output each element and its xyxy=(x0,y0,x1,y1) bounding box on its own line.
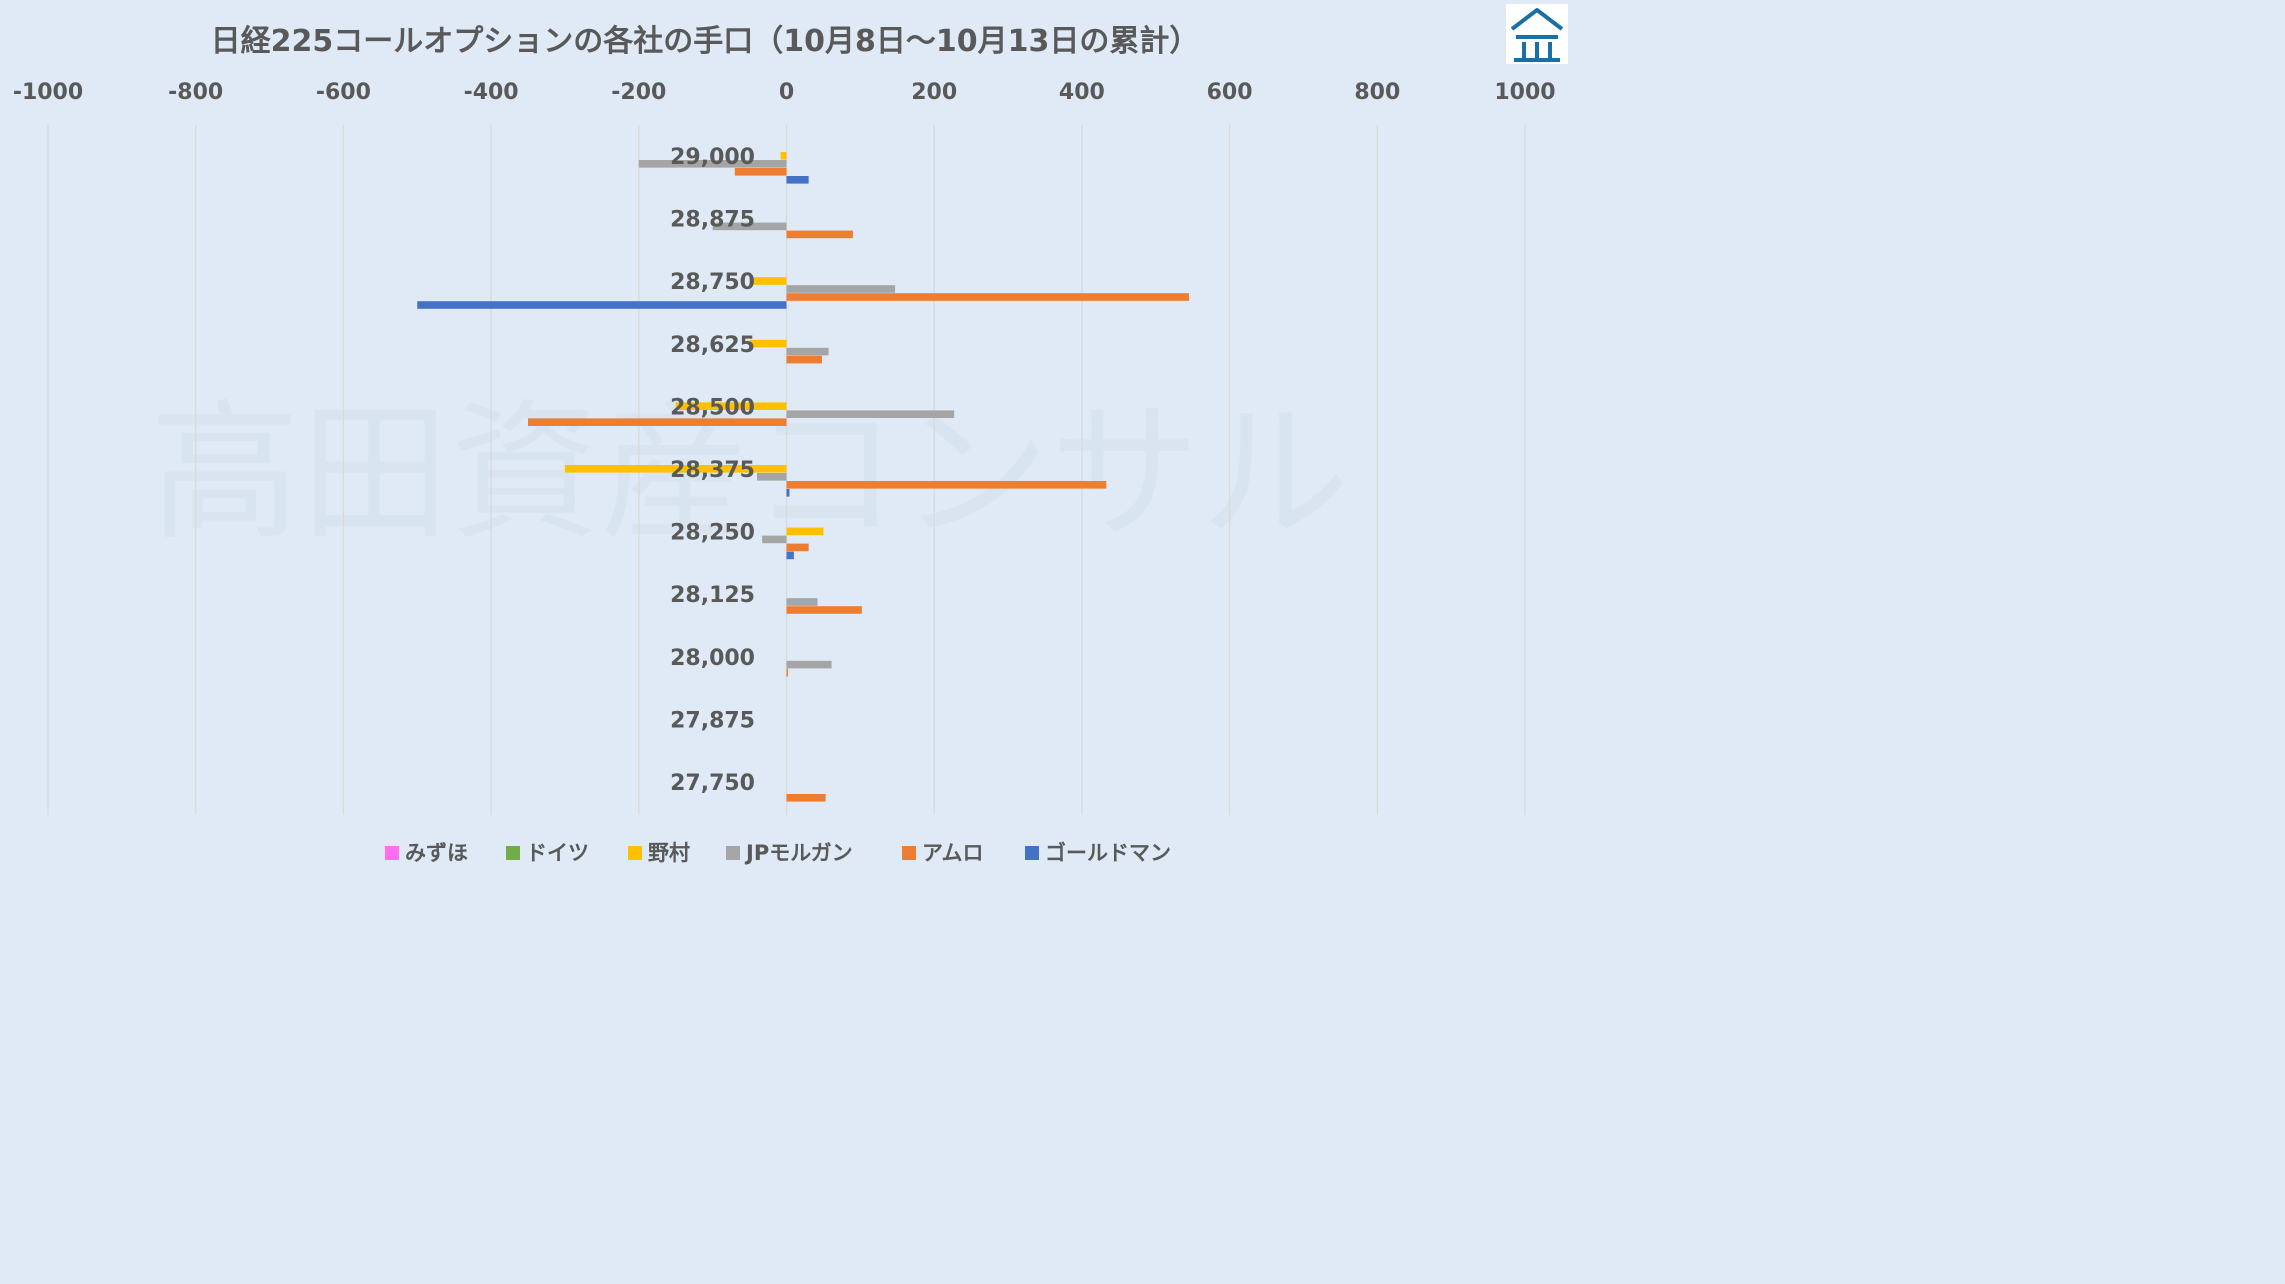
category-label: 28,375 xyxy=(670,458,755,483)
x-tick-label: -600 xyxy=(316,80,371,105)
legend-label: ドイツ xyxy=(526,841,589,865)
bar-野村-29,000 xyxy=(780,152,787,160)
category-label: 28,500 xyxy=(670,395,755,420)
bar-アムロ-28,875 xyxy=(786,230,853,239)
legend-item: ドイツ xyxy=(506,841,589,865)
bar-ゴールドマン-28,250 xyxy=(786,551,794,560)
category-label: 28,000 xyxy=(670,646,755,671)
category-label: 28,125 xyxy=(670,583,755,608)
bar-JPモルガン-28,250 xyxy=(762,535,787,544)
bar-野村-28,750 xyxy=(753,277,787,285)
category-label: 28,625 xyxy=(670,333,755,358)
category-label: 27,875 xyxy=(670,708,755,733)
x-tick-label: -200 xyxy=(611,80,666,105)
bar-アムロ-29,000 xyxy=(734,168,787,176)
bar-野村-28,625 xyxy=(749,339,787,348)
x-tick-label: 600 xyxy=(1207,80,1253,105)
bar-JPモルガン-28,625 xyxy=(786,347,829,356)
x-tick-label: -800 xyxy=(168,80,223,105)
bar-野村-28,375 xyxy=(564,465,787,473)
category-label: 28,750 xyxy=(670,270,755,295)
bar-野村-28,250 xyxy=(786,527,824,536)
x-tick-label: 400 xyxy=(1059,80,1105,105)
bar-JPモルガン-28,000 xyxy=(786,660,832,669)
bar-アムロ-28,000 xyxy=(786,668,788,677)
x-tick-label: 0 xyxy=(779,80,794,105)
legend-swatch xyxy=(506,846,520,860)
bar-JPモルガン-29,000 xyxy=(638,160,787,168)
bar-アムロ-28,500 xyxy=(528,418,787,426)
category-label: 28,875 xyxy=(670,208,755,233)
legend-item: みずほ xyxy=(385,841,468,865)
x-tick-label: 200 xyxy=(911,80,957,105)
watermark: 高田資産コンサル xyxy=(150,387,1350,561)
legend-label: ゴールドマン xyxy=(1045,841,1171,865)
bar-アムロ-28,375 xyxy=(786,481,1107,489)
legend-swatch xyxy=(902,846,916,860)
category-label: 29,000 xyxy=(670,145,755,170)
x-tick-label: -1000 xyxy=(13,80,83,105)
x-tick-label: 800 xyxy=(1354,80,1400,105)
legend-item: アムロ xyxy=(902,841,984,865)
bar-JPモルガン-28,875 xyxy=(712,222,787,231)
category-labels: 29,000 28,875 28,750 28,625 28,500 28,375 28,2… xyxy=(670,145,755,796)
legend-label: 野村 xyxy=(648,841,690,865)
category-label: 28,250 xyxy=(670,521,755,546)
legend-swatch xyxy=(726,846,740,860)
legend-swatch xyxy=(385,846,399,860)
legend-swatch xyxy=(1025,846,1039,860)
bar-ゴールドマン-29,000 xyxy=(786,176,809,184)
bar-ゴールドマン-28,375 xyxy=(786,489,790,497)
chart-title: 日経225コールオプションの各社の手口（10月8日〜10月13日の累計） xyxy=(211,24,1200,59)
bar-JPモルガン-28,750 xyxy=(786,285,896,293)
chart: 高田資産コンサル 日経225コールオプションの各社の手口（10月8日〜10月13… xyxy=(13,4,1568,865)
x-tick-label: 1000 xyxy=(1494,80,1555,105)
bar-JPモルガン-28,125 xyxy=(786,598,818,606)
bar-JPモルガン-28,500 xyxy=(786,410,955,418)
bar-アムロ-28,750 xyxy=(786,293,1189,301)
legend-label: みずほ xyxy=(405,841,468,865)
legend-item: JPモルガン xyxy=(726,841,853,865)
legend-swatch xyxy=(628,846,642,860)
bar-アムロ-28,250 xyxy=(786,543,809,552)
x-axis-ticks: -1000 -800 -600 -400 -200 0 200 400 600 800 1000 xyxy=(13,80,1556,105)
bar-野村-28,500 xyxy=(675,402,787,410)
bar-アムロ-28,625 xyxy=(786,355,822,364)
legend-item: ゴールドマン xyxy=(1025,841,1171,865)
building-logo-icon xyxy=(1506,4,1568,64)
bar-アムロ-28,125 xyxy=(786,606,862,614)
bar-ゴールドマン-28,750 xyxy=(417,301,787,309)
legend-label: アムロ xyxy=(922,841,984,865)
bar-アムロ-27,750 xyxy=(786,794,826,802)
x-tick-label: -400 xyxy=(464,80,519,105)
legend-item: 野村 xyxy=(628,841,690,865)
legend-label: JPモルガン xyxy=(744,841,853,865)
bar-JPモルガン-28,375 xyxy=(756,473,787,481)
logo-roof xyxy=(1510,8,1564,31)
legend: みずほ ドイツ 野村 JPモルガン アムロ ゴールドマン xyxy=(385,841,1171,865)
bars xyxy=(417,152,1189,802)
gridlines xyxy=(47,125,1526,815)
category-label: 27,750 xyxy=(670,771,755,796)
